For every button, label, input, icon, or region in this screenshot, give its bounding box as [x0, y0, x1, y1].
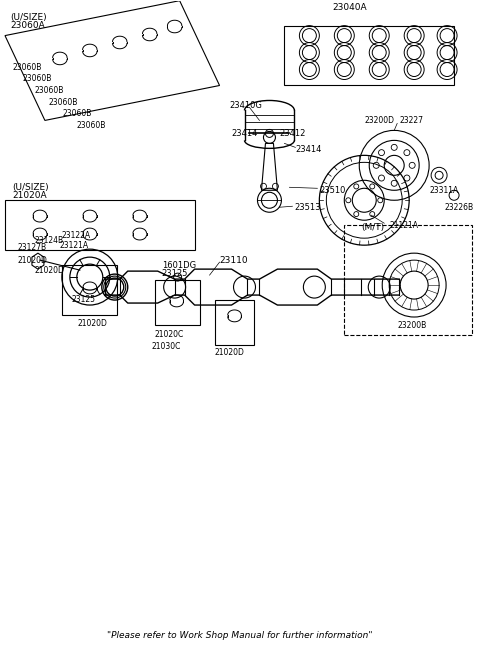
Text: 23414: 23414: [231, 129, 258, 138]
Text: 23200D: 23200D: [364, 116, 394, 125]
Text: 23121A: 23121A: [60, 240, 89, 250]
Text: 23412: 23412: [279, 129, 306, 138]
Text: 23040A: 23040A: [332, 3, 367, 12]
Text: 23122A: 23122A: [62, 231, 91, 240]
Text: 23060B: 23060B: [63, 109, 92, 118]
Text: 23060B: 23060B: [23, 74, 52, 83]
Text: 23125: 23125: [162, 269, 188, 278]
Bar: [155, 280, 200, 325]
Text: (M/T): (M/T): [361, 223, 384, 232]
Text: 21020A: 21020A: [12, 191, 47, 200]
Text: 21020D: 21020D: [78, 318, 108, 328]
Text: 23125: 23125: [72, 295, 96, 303]
Text: 23510: 23510: [319, 186, 346, 195]
Bar: [215, 300, 254, 345]
Text: 23060B: 23060B: [49, 98, 78, 107]
Text: 21020D: 21020D: [18, 255, 48, 265]
Text: 23124B: 23124B: [35, 236, 64, 245]
Text: 23060B: 23060B: [13, 63, 42, 72]
Text: "Please refer to Work Shop Manual for further information": "Please refer to Work Shop Manual for fu…: [107, 631, 372, 641]
Text: 23200B: 23200B: [397, 320, 426, 329]
Text: 23110: 23110: [219, 255, 248, 265]
Text: 21020D: 21020D: [215, 348, 244, 358]
Text: 23513: 23513: [294, 203, 321, 212]
Text: 21020D: 21020D: [35, 266, 65, 274]
Text: (U/SIZE): (U/SIZE): [12, 183, 48, 192]
Text: 21020C: 21020C: [155, 331, 184, 339]
Text: 23060B: 23060B: [77, 121, 106, 130]
Bar: [62, 265, 117, 315]
Text: 21030C: 21030C: [152, 343, 181, 352]
Text: 23226B: 23226B: [444, 203, 473, 212]
Text: 23127B: 23127B: [18, 242, 47, 252]
Text: 21121A: 21121A: [389, 221, 418, 230]
Bar: [344, 225, 472, 335]
Text: 23414: 23414: [295, 145, 322, 154]
Text: (U/SIZE): (U/SIZE): [10, 13, 47, 22]
Text: 23227: 23227: [399, 116, 423, 125]
Text: 1601DG: 1601DG: [162, 261, 196, 270]
Text: 23311A: 23311A: [429, 186, 458, 195]
Text: 23060A: 23060A: [10, 21, 45, 30]
Text: 23060B: 23060B: [35, 86, 64, 95]
Text: 23410G: 23410G: [229, 101, 263, 110]
